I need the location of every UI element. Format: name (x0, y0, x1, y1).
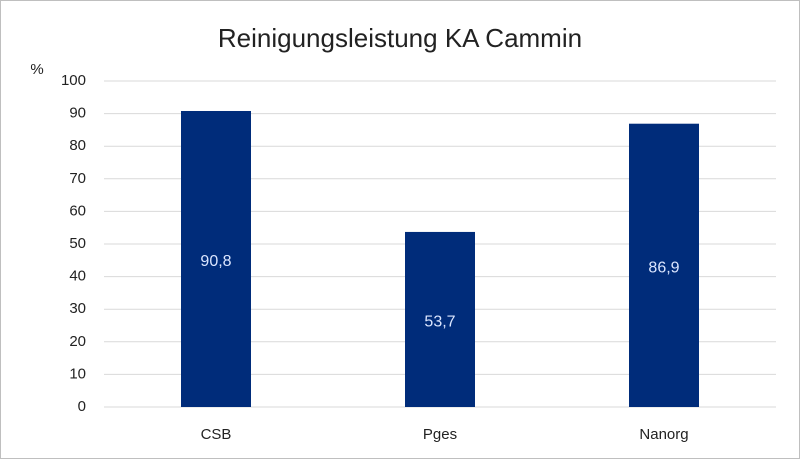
value-label: 53,7 (424, 314, 455, 331)
x-tick-label: CSB (201, 426, 232, 443)
bar (405, 231, 475, 407)
y-axis-label: % (30, 61, 43, 78)
x-tick-label: Pges (423, 426, 457, 443)
y-tick-label: 90 (69, 105, 86, 122)
bar (181, 110, 251, 407)
y-tick-label: 60 (69, 202, 86, 219)
x-tick-label: Nanorg (639, 426, 688, 443)
y-tick-label: 30 (69, 300, 86, 317)
chart-title: Reinigungsleistung KA Cammin (218, 23, 582, 53)
y-tick-label: 10 (69, 365, 86, 382)
y-tick-label: 20 (69, 333, 86, 350)
value-label: 86,9 (648, 260, 679, 277)
y-tick-label: 50 (69, 235, 86, 252)
bar (629, 123, 699, 408)
y-tick-label: 100 (61, 72, 86, 89)
y-tick-label: 0 (78, 398, 86, 415)
y-tick-label: 40 (69, 268, 86, 285)
value-label: 90,8 (200, 253, 231, 270)
y-tick-label: 80 (69, 137, 86, 154)
y-tick-label: 70 (69, 170, 86, 187)
